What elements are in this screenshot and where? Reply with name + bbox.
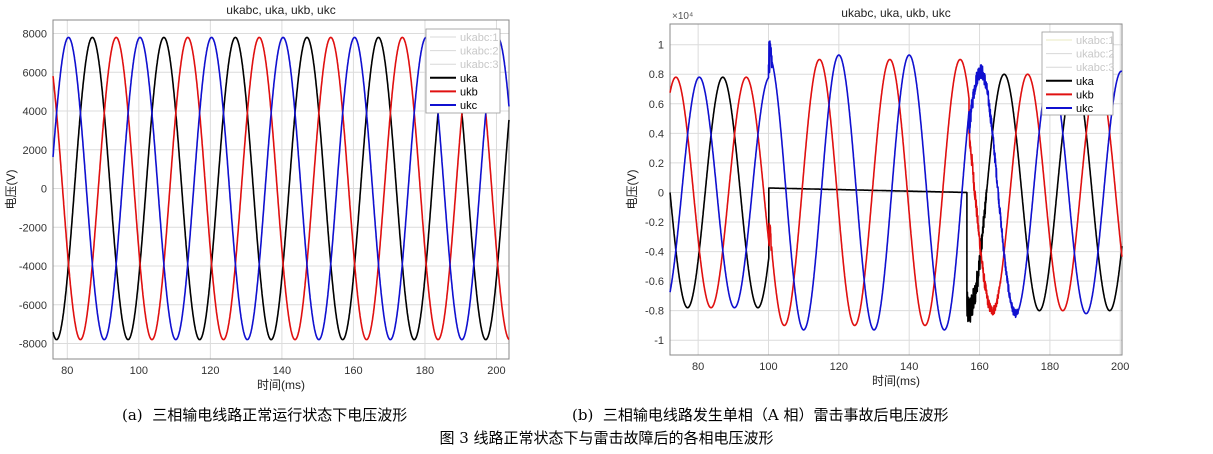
legend-label: ukabc:2 — [1076, 49, 1115, 61]
x-tick-label: 180 — [1041, 361, 1059, 373]
legend-label: ukc — [460, 100, 478, 112]
legend-label: ukabc:2 — [460, 46, 499, 58]
legend-label: ukabc:1 — [460, 32, 499, 44]
y-tick-label: 0.4 — [649, 128, 664, 140]
y-tick-label: 6000 — [23, 67, 47, 79]
y-tick-label: -0.8 — [645, 306, 664, 318]
x-tick-label: 120 — [201, 365, 219, 377]
y-tick-label: -6000 — [19, 300, 47, 312]
y-axis-label: 电压(V) — [625, 169, 639, 209]
legend-label: ukabc:3 — [460, 59, 499, 71]
legend-label: ukc — [1076, 103, 1094, 115]
legend-box — [425, 28, 501, 114]
y-tick-label: 0 — [658, 187, 664, 199]
legend-label: ukabc:3 — [1076, 62, 1115, 74]
y-tick-label: -4000 — [19, 261, 47, 273]
y-tick-label: -0.2 — [645, 217, 664, 229]
y-tick-label: 0.8 — [649, 69, 664, 81]
y-tick-label: -2000 — [19, 222, 47, 234]
legend-label: uka — [1076, 76, 1095, 88]
caption-b-text: 三相输电线路发生单相（A 相）雷击事故后电压波形 — [602, 406, 949, 424]
x-tick-label: 80 — [692, 361, 704, 373]
y-tick-label: 4000 — [23, 106, 47, 118]
y-tick-label: -0.6 — [645, 276, 664, 288]
figure-caption: 图 3 线路正常状态下与雷击故障后的各相电压波形 — [439, 429, 774, 447]
series-line-uka — [669, 73, 1123, 323]
y-tick-label: -0.4 — [645, 247, 664, 259]
legend-box — [1041, 31, 1114, 116]
y-tick-label: -8000 — [19, 339, 47, 351]
legend-label: uka — [460, 73, 479, 85]
x-tick-label: 160 — [344, 365, 362, 377]
figure-canvas: 80 100 120 140 160 180 200-8000-6000-4000-2000… — [4, 3, 1129, 392]
x-tick-label: 160 — [970, 361, 988, 373]
x-tick-label: 200 — [487, 365, 505, 377]
chart-panel-a: 80 100 120 140 160 180 200 -8000 -6000 -4000 -2000… — [4, 3, 510, 392]
x-tick-label: 140 — [273, 365, 291, 377]
caption-a-label: (a) — [122, 406, 143, 424]
x-axis-label: 时间(ms) — [872, 374, 920, 388]
y-tick-label: -1 — [654, 335, 664, 347]
y-tick-label: 8000 — [23, 29, 47, 41]
y-tick-label: 0 — [41, 184, 47, 196]
y-tick-label: 2000 — [23, 145, 47, 157]
caption-a: (a) 三相输电线路正常运行状态下电压波形 — [122, 404, 407, 425]
y-tick-label: 0.6 — [649, 99, 664, 111]
series-line-ukb — [669, 58, 1123, 327]
legend-label: ukabc:1 — [1076, 35, 1115, 47]
series-line-uka — [52, 36, 510, 341]
caption-b: (b) 三相输电线路发生单相（A 相）雷击事故后电压波形 — [572, 404, 948, 425]
y-axis-label: 电压(V) — [4, 169, 18, 209]
y-exponent-label: ×10⁴ — [672, 11, 693, 22]
series-line-ukb — [52, 36, 510, 341]
chart-panel-b: 80 100 120 140 160 180 200 -1 -0.8 -0.6 -0.4 -0.2 0 0… — [625, 6, 1129, 388]
caption-b-label: (b) — [572, 406, 594, 424]
legend-label: ukb — [1076, 89, 1094, 101]
x-tick-label: 100 — [130, 365, 148, 377]
x-tick-label: 140 — [900, 361, 918, 373]
x-tick-label: 180 — [416, 365, 434, 377]
legend-label: ukb — [460, 86, 478, 98]
chart-title: ukabc, uka, ukb, ukc — [841, 6, 950, 20]
y-tick-label: 0.2 — [649, 158, 664, 170]
y-tick-label: 1 — [658, 40, 664, 52]
plot-frame — [669, 23, 1123, 356]
x-axis-label: 时间(ms) — [257, 378, 305, 392]
caption-a-text: 三相输电线路正常运行状态下电压波形 — [152, 406, 408, 424]
x-tick-label: 200 — [1111, 361, 1129, 373]
x-tick-label: 120 — [830, 361, 848, 373]
x-tick-label: 100 — [759, 361, 777, 373]
chart-title: ukabc, uka, ukb, ukc — [226, 3, 335, 17]
plot-frame — [52, 19, 510, 360]
x-tick-label: 80 — [61, 365, 73, 377]
